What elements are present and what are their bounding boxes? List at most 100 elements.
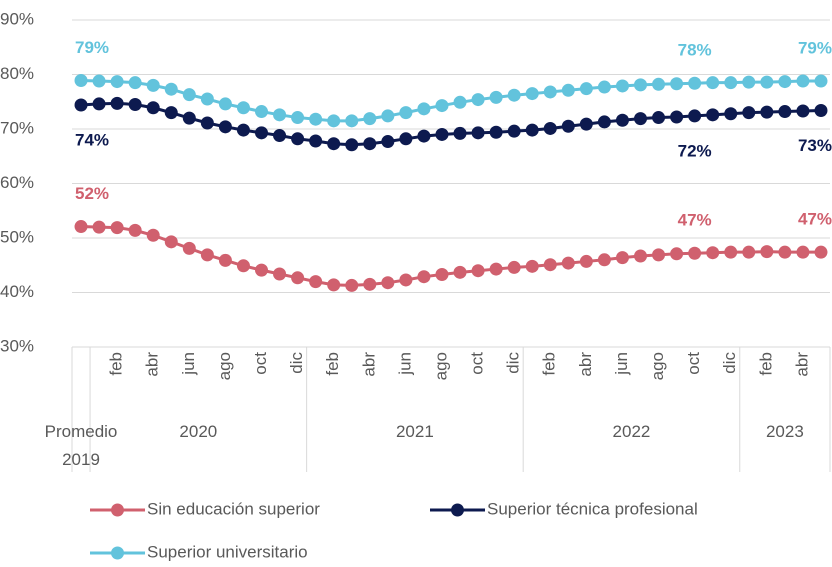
group-label: Promedio 2019 [44,422,118,469]
marker [164,106,178,120]
y-tick-label: 50% [0,227,34,246]
marker [345,114,359,128]
x-tick-label: jun [395,352,414,376]
marker [92,97,106,111]
marker [471,264,485,278]
data-label: 79% [75,38,109,57]
marker [597,80,611,94]
marker [724,245,738,259]
marker [218,120,232,134]
marker [291,271,305,285]
marker [489,125,503,139]
x-tick-label: abr [143,352,162,377]
marker [706,108,720,122]
marker [327,114,341,128]
marker [417,270,431,284]
marker [146,228,160,242]
marker [760,245,774,259]
x-tick-label: jun [612,352,631,376]
marker [507,124,521,138]
marker [345,278,359,292]
group-label: 2023 [765,422,804,441]
marker [706,246,720,260]
marker [236,259,250,273]
marker [164,82,178,96]
marker [543,85,557,99]
y-tick-label: 40% [0,282,34,301]
marker [489,90,503,104]
data-label: 47% [678,211,712,230]
legend-marker [111,503,124,517]
marker [327,278,341,292]
marker [634,78,647,92]
marker [146,101,160,115]
x-tick-label: dic [287,352,306,374]
marker [182,241,196,255]
legend-label: Sin educación superior [147,499,320,518]
marker [92,74,106,88]
marker [670,247,684,261]
marker [255,105,268,119]
marker [218,97,232,111]
marker [471,93,485,107]
marker [579,82,593,96]
legend-label: Superior universitario [147,542,308,561]
x-tick-label: feb [107,352,126,376]
data-label: 73% [798,136,832,155]
marker [706,76,720,90]
marker [309,112,323,126]
y-tick-label: 60% [0,173,34,192]
marker [92,220,106,234]
marker [110,221,124,235]
marker [652,111,666,125]
marker [399,106,413,120]
marker [327,137,341,151]
marker [742,75,756,89]
y-tick-label: 90% [0,9,34,28]
marker [778,75,792,89]
marker [597,253,611,267]
marker [652,77,666,91]
marker [417,102,431,116]
x-tick-label: ago [431,352,450,380]
marker [579,117,593,131]
marker [471,126,485,140]
marker [273,267,287,281]
marker [200,92,214,106]
marker [489,262,503,276]
y-tick-label: 30% [0,336,34,355]
marker [453,265,467,279]
marker [74,73,88,87]
x-tick-label: jun [179,352,198,376]
data-label: 52% [75,184,109,203]
y-tick-label: 70% [0,118,34,137]
marker [363,277,377,291]
marker [273,108,287,122]
marker [742,245,756,259]
marker [236,123,250,137]
marker [146,78,160,92]
marker [345,138,359,152]
marker [182,88,196,102]
marker [128,76,142,90]
marker [453,126,467,140]
marker [255,126,268,140]
marker [507,260,521,274]
marker [182,111,196,125]
marker [363,137,377,151]
x-tick-label: abr [576,352,595,377]
x-tick-label: oct [684,352,703,375]
group-label: 2021 [395,422,434,441]
data-label: 47% [798,210,832,229]
x-tick-label: ago [215,352,234,380]
marker [273,129,287,143]
marker [615,79,629,93]
x-tick-label: feb [323,352,342,376]
marker [507,88,521,102]
marker [796,245,810,259]
marker [778,105,792,119]
marker [796,104,810,118]
marker [814,74,828,88]
